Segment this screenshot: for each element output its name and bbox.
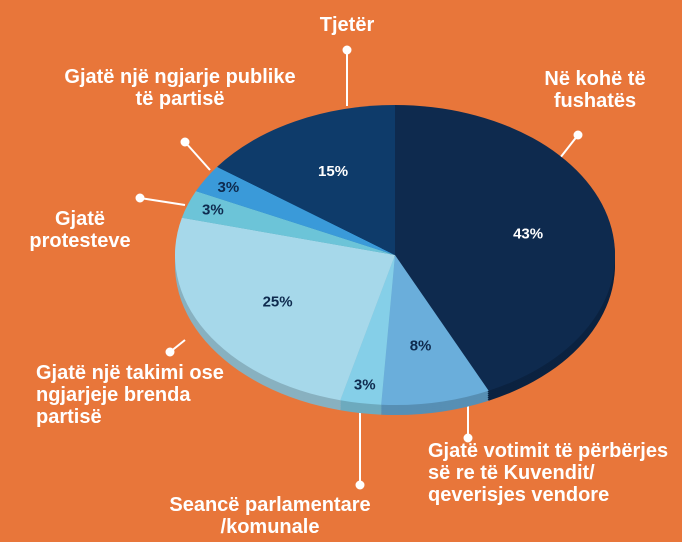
leaders xyxy=(135,45,583,490)
value-label: 43% xyxy=(513,226,543,243)
label: Gjatë një ngjarje publike të partisë xyxy=(64,66,296,110)
slice xyxy=(181,191,395,255)
value-label: 15% xyxy=(318,163,348,180)
slice xyxy=(217,105,395,255)
slice xyxy=(395,105,615,391)
label: Gjatë votimit të përbërjes së re të Kuve… xyxy=(428,440,669,506)
slice xyxy=(174,217,395,401)
slice xyxy=(381,255,489,406)
label: Seancë parlamentare /komunale xyxy=(169,494,371,538)
label: Në kohë të fushatës xyxy=(544,68,646,112)
value-label: 3% xyxy=(218,179,240,196)
value-label: 3% xyxy=(202,201,224,218)
label: Gjatë një takimi ose ngjarjeje brenda pa… xyxy=(36,362,224,428)
value-label: 3% xyxy=(354,376,376,393)
value-label: 25% xyxy=(263,293,293,310)
value-label: 8% xyxy=(410,337,432,354)
label: Tjetër xyxy=(319,14,375,36)
pie: 43% 8% 3% 25% 3% 3% 15% xyxy=(174,105,615,415)
slice xyxy=(340,255,395,405)
slice xyxy=(195,166,395,255)
label: Gjatë protesteve xyxy=(29,208,131,252)
